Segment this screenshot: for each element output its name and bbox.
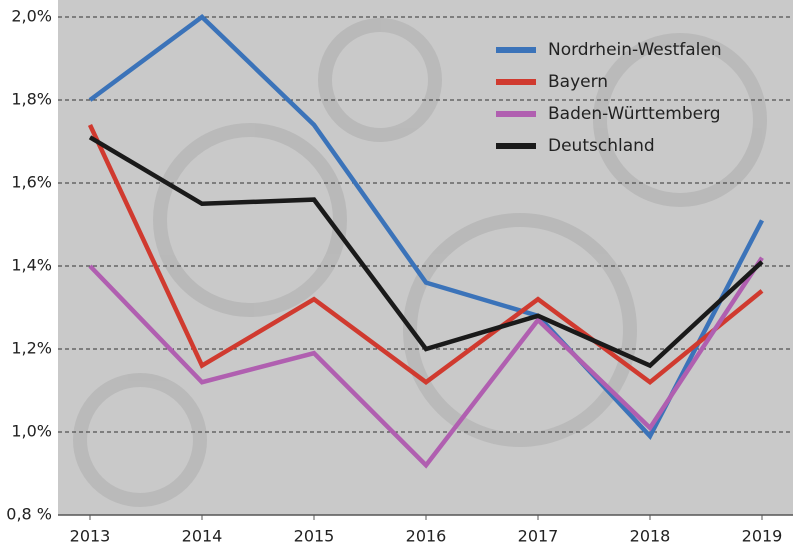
x-tick-label: 2015 (294, 527, 335, 546)
x-tick-label: 2017 (518, 527, 559, 546)
y-tick-label: 1,6% (11, 173, 52, 192)
legend-label: Baden-Württemberg (548, 104, 721, 124)
x-tick-label: 2016 (406, 527, 447, 546)
x-tick-label: 2018 (630, 527, 671, 546)
legend-label: Bayern (548, 72, 608, 92)
y-tick-label: 1,8% (11, 90, 52, 109)
x-tick-label: 2013 (70, 527, 111, 546)
y-tick-label: 2,0% (11, 7, 52, 26)
y-tick-label: 1,4% (11, 256, 52, 275)
y-tick-label: 0,8 % (6, 505, 52, 524)
y-tick-label: 1,0% (11, 422, 52, 441)
x-tick-label: 2019 (742, 527, 783, 546)
legend-label: Deutschland (548, 136, 655, 156)
chart: 0,8 % 1,0% 1,2% 1,4% 1,6% 1,8% 2,0% 2013 2014 201… (0, 0, 793, 550)
x-tick-label: 2014 (182, 527, 223, 546)
y-tick-label: 1,2% (11, 339, 52, 358)
legend-label: Nordrhein-Westfalen (548, 40, 722, 60)
page: {"chart_data": {"type": "line", "categor… (0, 0, 793, 550)
